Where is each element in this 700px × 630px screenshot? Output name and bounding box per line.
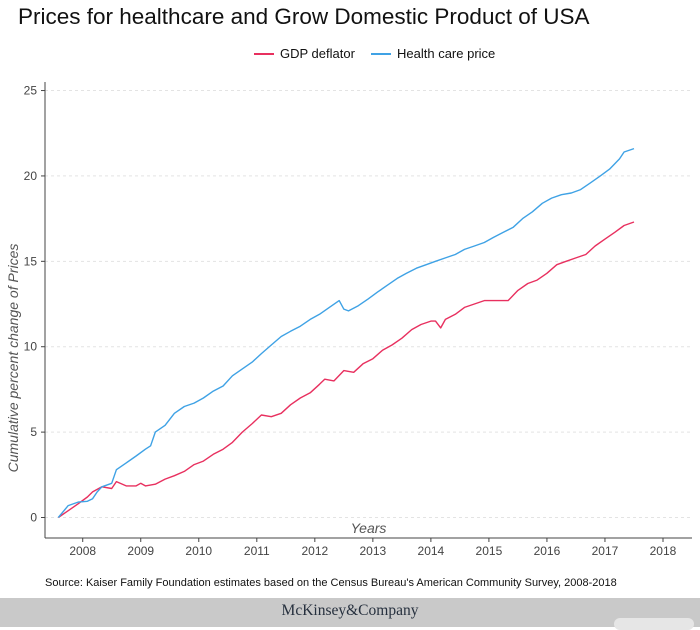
y-tick-label-20: 20 [24, 169, 38, 183]
source-note: Source: Kaiser Family Foundation estimat… [45, 577, 617, 589]
legend-label-gdp-deflator: GDP deflator [280, 46, 355, 61]
legend-swatch-gdp-deflator [254, 52, 274, 55]
x-tick-label-2009: 2009 [127, 544, 154, 558]
footer-badge [614, 618, 694, 630]
y-tick-label-5: 5 [30, 425, 37, 439]
y-tick-label-25: 25 [24, 84, 38, 98]
legend-item-health-care-price: Health care price [371, 46, 495, 61]
y-tick-label-0: 0 [30, 511, 37, 525]
x-tick-label-2015: 2015 [476, 544, 503, 558]
series-line-health-care-price [57, 147, 635, 518]
x-tick-label-2016: 2016 [534, 544, 561, 558]
chart-title: Prices for healthcare and Grow Domestic … [18, 4, 590, 29]
legend-swatch-health-care-price [371, 52, 391, 55]
legend-label-health-care-price: Health care price [397, 46, 496, 61]
legend-item-gdp-deflator: GDP deflator [254, 46, 355, 61]
x-tick-label-2008: 2008 [69, 544, 96, 558]
x-tick-label-2012: 2012 [301, 544, 328, 558]
brand-logo: McKinsey&Company [281, 602, 419, 619]
legend: GDP deflator Health care price [0, 46, 700, 66]
x-tick-label-2013: 2013 [360, 544, 387, 558]
y-tick-label-15: 15 [24, 254, 38, 268]
footer-bar: McKinsey&Company [0, 598, 700, 630]
x-tick-label-2017: 2017 [592, 544, 619, 558]
y-axis-label: Cumulative percent change of Prices [5, 244, 21, 473]
series-line-gdp-deflator [57, 221, 635, 519]
x-tick-label-2018: 2018 [650, 544, 677, 558]
x-tick-label-2014: 2014 [418, 544, 445, 558]
x-tick-label-2011: 2011 [244, 544, 270, 558]
x-tick-label-2010: 2010 [185, 544, 212, 558]
y-tick-label-10: 10 [24, 340, 38, 354]
x-axis-label: Years [351, 520, 387, 536]
